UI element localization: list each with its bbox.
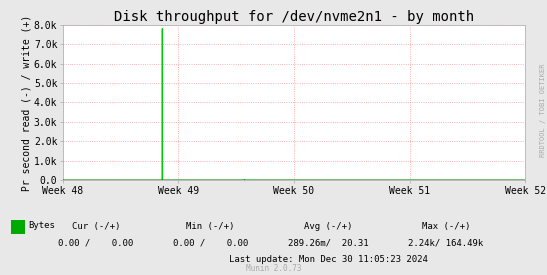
Text: Avg (-/+): Avg (-/+) [304,222,352,231]
Text: Bytes: Bytes [28,221,55,230]
Y-axis label: Pr second read (-) / write (+): Pr second read (-) / write (+) [21,14,31,191]
Text: Max (-/+): Max (-/+) [422,222,470,231]
Text: Munin 2.0.73: Munin 2.0.73 [246,264,301,273]
Title: Disk throughput for /dev/nvme2n1 - by month: Disk throughput for /dev/nvme2n1 - by mo… [114,10,474,24]
Text: Cur (-/+): Cur (-/+) [72,222,120,231]
Text: 0.00 /    0.00: 0.00 / 0.00 [58,239,133,248]
Text: 2.24k/ 164.49k: 2.24k/ 164.49k [408,239,484,248]
Text: 0.00 /    0.00: 0.00 / 0.00 [173,239,248,248]
Text: 289.26m/  20.31: 289.26m/ 20.31 [288,239,369,248]
Text: Last update: Mon Dec 30 11:05:23 2024: Last update: Mon Dec 30 11:05:23 2024 [229,255,428,264]
Text: RRDTOOL / TOBI OETIKER: RRDTOOL / TOBI OETIKER [540,63,546,157]
Text: Min (-/+): Min (-/+) [187,222,235,231]
